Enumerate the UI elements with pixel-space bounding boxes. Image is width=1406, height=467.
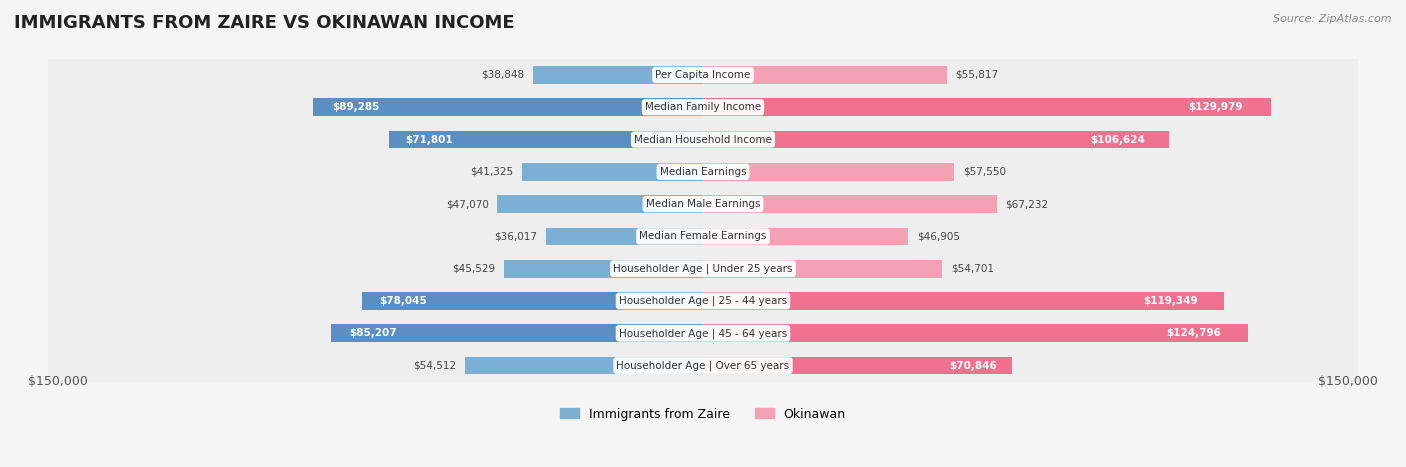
Bar <box>703 357 1012 375</box>
Bar <box>48 220 1358 253</box>
Text: $124,796: $124,796 <box>1166 328 1220 338</box>
Bar <box>330 325 703 342</box>
Bar <box>48 285 1358 317</box>
Text: Median Earnings: Median Earnings <box>659 167 747 177</box>
Text: $78,045: $78,045 <box>380 296 427 306</box>
Text: Median Female Earnings: Median Female Earnings <box>640 232 766 241</box>
Bar <box>703 227 908 245</box>
Bar <box>498 195 703 213</box>
Bar <box>703 195 997 213</box>
Bar <box>523 163 703 181</box>
Text: $67,232: $67,232 <box>1005 199 1049 209</box>
Text: $106,624: $106,624 <box>1091 134 1146 145</box>
Text: Householder Age | Over 65 years: Householder Age | Over 65 years <box>616 361 790 371</box>
Bar <box>389 131 703 149</box>
Bar <box>703 325 1249 342</box>
Text: $55,817: $55,817 <box>956 70 998 80</box>
Text: Householder Age | Under 25 years: Householder Age | Under 25 years <box>613 263 793 274</box>
Text: $41,325: $41,325 <box>471 167 513 177</box>
Bar <box>48 349 1358 382</box>
Bar <box>703 163 955 181</box>
Text: $47,070: $47,070 <box>446 199 489 209</box>
Text: $46,905: $46,905 <box>917 232 960 241</box>
Text: $150,000: $150,000 <box>1317 375 1378 388</box>
Text: $119,349: $119,349 <box>1143 296 1198 306</box>
Bar <box>465 357 703 375</box>
Text: $54,512: $54,512 <box>413 361 456 370</box>
Bar <box>48 188 1358 220</box>
Text: $70,846: $70,846 <box>949 361 997 370</box>
Text: Median Household Income: Median Household Income <box>634 134 772 145</box>
Bar <box>703 131 1168 149</box>
Bar <box>703 260 942 277</box>
Bar <box>48 123 1358 156</box>
Text: Per Capita Income: Per Capita Income <box>655 70 751 80</box>
Text: Householder Age | 25 - 44 years: Householder Age | 25 - 44 years <box>619 296 787 306</box>
Bar <box>48 156 1358 188</box>
Text: $36,017: $36,017 <box>494 232 537 241</box>
Bar <box>314 99 703 116</box>
Bar <box>48 253 1358 285</box>
Text: Householder Age | 45 - 64 years: Householder Age | 45 - 64 years <box>619 328 787 339</box>
Bar <box>363 292 703 310</box>
Text: $85,207: $85,207 <box>350 328 396 338</box>
Text: $71,801: $71,801 <box>405 134 453 145</box>
Text: $150,000: $150,000 <box>28 375 89 388</box>
Text: Median Male Earnings: Median Male Earnings <box>645 199 761 209</box>
Bar <box>703 99 1271 116</box>
Text: Median Family Income: Median Family Income <box>645 102 761 112</box>
Text: $89,285: $89,285 <box>332 102 380 112</box>
Bar <box>48 91 1358 123</box>
Text: $38,848: $38,848 <box>481 70 524 80</box>
Bar <box>703 66 946 84</box>
Bar <box>703 292 1225 310</box>
Text: $129,979: $129,979 <box>1188 102 1243 112</box>
Bar <box>505 260 703 277</box>
Legend: Immigrants from Zaire, Okinawan: Immigrants from Zaire, Okinawan <box>555 403 851 425</box>
Bar <box>533 66 703 84</box>
Text: $45,529: $45,529 <box>453 264 495 274</box>
Bar <box>546 227 703 245</box>
Text: $54,701: $54,701 <box>950 264 994 274</box>
Text: IMMIGRANTS FROM ZAIRE VS OKINAWAN INCOME: IMMIGRANTS FROM ZAIRE VS OKINAWAN INCOME <box>14 14 515 32</box>
Text: $57,550: $57,550 <box>963 167 1007 177</box>
Bar <box>48 59 1358 91</box>
Bar <box>48 317 1358 349</box>
Text: Source: ZipAtlas.com: Source: ZipAtlas.com <box>1274 14 1392 24</box>
